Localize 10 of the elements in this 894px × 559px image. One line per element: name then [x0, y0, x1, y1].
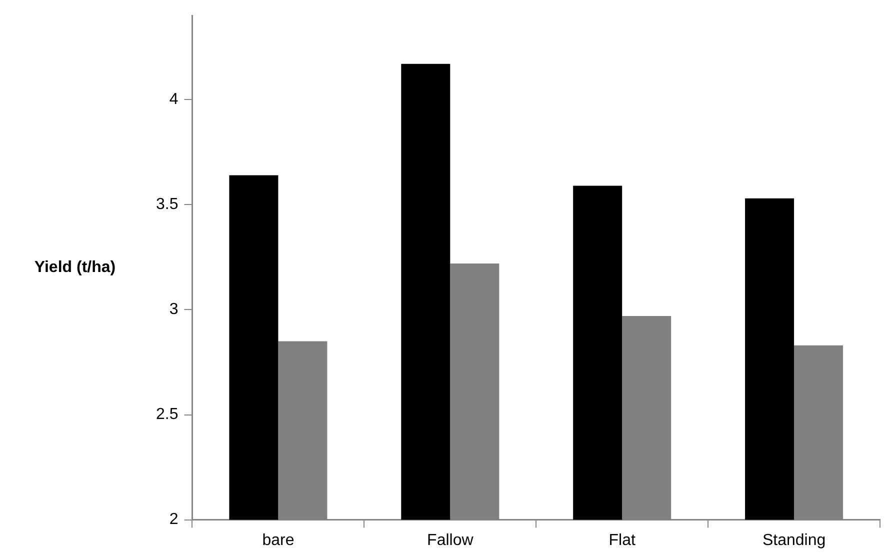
y-tick-label: 3.5 — [156, 196, 178, 214]
y-tick-label: 2.5 — [156, 406, 178, 424]
y-axis-title: Yield (t/ha) — [34, 259, 116, 276]
x-tick-label: Standing — [762, 532, 826, 549]
y-tick-label: 4 — [169, 91, 178, 108]
x-tick-label: Fallow — [427, 532, 474, 549]
y-tick-label: 3 — [169, 301, 178, 318]
x-tick-label: bare — [262, 532, 294, 549]
x-tick-label: Flat — [608, 532, 636, 549]
y-tick-label: 2 — [169, 511, 178, 528]
